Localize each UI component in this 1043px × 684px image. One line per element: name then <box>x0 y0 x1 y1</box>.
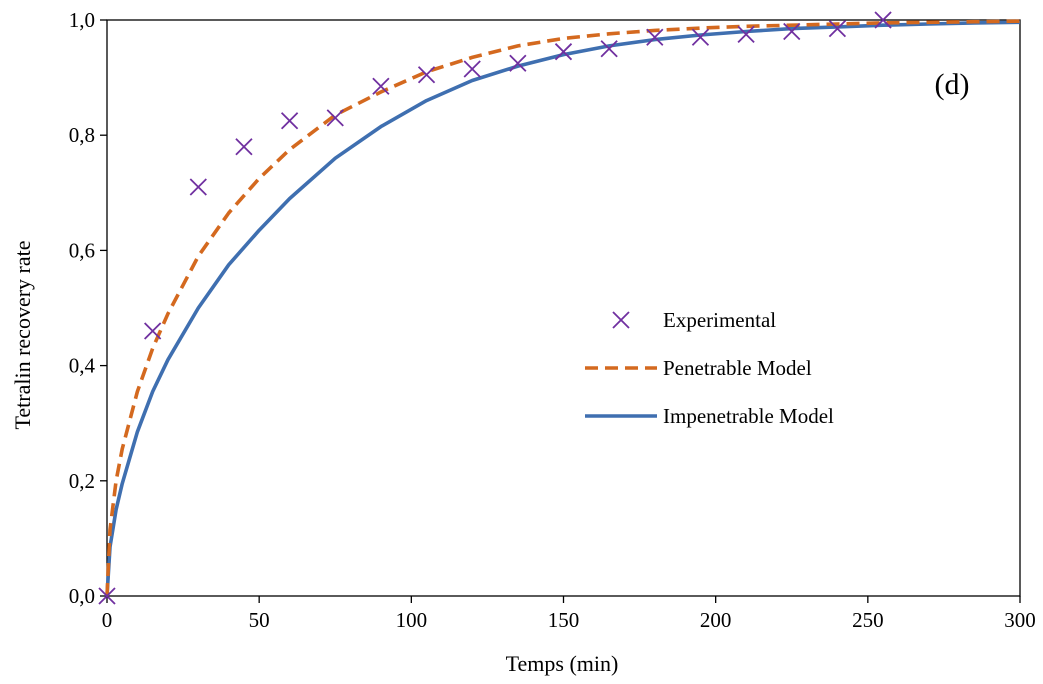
experimental-point <box>189 178 207 196</box>
penetrable-model-line <box>105 19 1021 597</box>
experimental-point <box>326 109 344 127</box>
experimental-point <box>646 28 664 46</box>
legend-label: Experimental <box>663 308 776 332</box>
experimental-points <box>98 11 892 605</box>
experimental-point <box>509 54 527 72</box>
experimental-point <box>691 28 710 46</box>
legend-label: Impenetrable Model <box>663 404 834 428</box>
y-tick-label: 0,6 <box>69 238 95 262</box>
experimental-point <box>783 22 801 41</box>
x-tick-label: 250 <box>852 608 884 632</box>
experimental-point <box>372 77 390 95</box>
plot-frame <box>106 19 1021 597</box>
x-axis-title: Temps (min) <box>506 651 619 676</box>
impenetrable-model-line <box>105 20 1021 597</box>
x-tick-label: 100 <box>396 608 428 632</box>
experimental-point <box>235 138 253 156</box>
experimental-point <box>554 43 573 61</box>
experimental-point <box>98 587 116 605</box>
y-axis-title: Tetralin recovery rate <box>10 240 35 429</box>
plot-area <box>106 19 1021 597</box>
y-axis: 0,0 0,2 0,4 0,6 0,8 1,0 <box>69 8 107 608</box>
series-layer <box>98 11 1021 605</box>
experimental-point <box>828 20 847 38</box>
x-tick-label: 200 <box>700 608 732 632</box>
y-tick-label: 0,4 <box>69 354 96 378</box>
experimental-point <box>144 322 162 340</box>
experimental-point <box>280 112 299 130</box>
experimental-point <box>600 40 618 58</box>
experimental-point <box>874 11 892 29</box>
experimental-point <box>417 66 436 84</box>
y-tick-label: 0,8 <box>69 123 95 147</box>
x-tick-label: 0 <box>102 608 113 632</box>
experimental-point <box>463 60 481 78</box>
y-tick-label: 0,2 <box>69 469 95 493</box>
experimental-point <box>737 25 755 44</box>
legend: Experimental Penetrable Model Impenetrable… <box>585 308 834 428</box>
x-axis: 0 50 100 150 200 250 300 <box>102 596 1036 632</box>
x-tick-label: 150 <box>548 608 580 632</box>
x-tick-label: 300 <box>1004 608 1036 632</box>
y-tick-label: 0,0 <box>69 584 95 608</box>
x-tick-label: 50 <box>249 608 270 632</box>
legend-label: Penetrable Model <box>663 356 812 380</box>
y-tick-label: 1,0 <box>69 8 95 32</box>
legend-marker-experimental <box>612 311 630 329</box>
panel-label: (d) <box>935 68 970 101</box>
